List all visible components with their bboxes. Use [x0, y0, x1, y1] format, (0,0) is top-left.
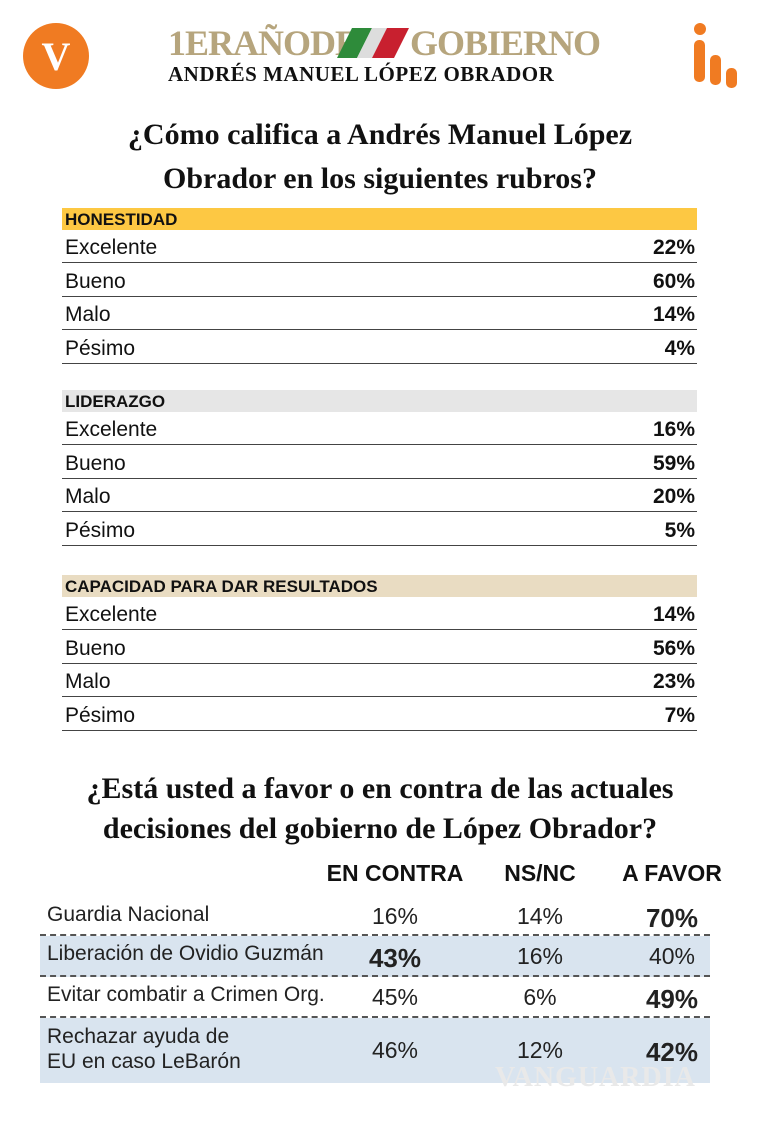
- header-title-left: 1ERAÑODE: [168, 23, 359, 63]
- rating-row: Bueno 56%: [62, 631, 697, 664]
- rating-row: Bueno 59%: [62, 446, 697, 479]
- decision-row: Guardia Nacional 16% 14% 70%: [40, 897, 710, 936]
- rating-label: Bueno: [65, 636, 126, 660]
- watermark: VANGUARDIA: [495, 1062, 696, 1093]
- rating-value: 16%: [652, 418, 695, 441]
- rating-row: Pésimo 7%: [62, 698, 697, 731]
- rating-row: Bueno 60%: [62, 264, 697, 297]
- decision-label: Evitar combatir a Crimen Org.: [47, 982, 325, 1007]
- decision-value: 14%: [516, 902, 564, 929]
- rating-label: Pésimo: [65, 336, 136, 360]
- column-header: A FAVOR: [622, 860, 722, 886]
- rating-label: Excelente: [65, 603, 158, 626]
- rating-value: 20%: [652, 485, 695, 508]
- decision-value: 45%: [371, 983, 419, 1010]
- flag-stripes: [337, 28, 409, 58]
- rating-value: 14%: [652, 303, 695, 326]
- decision-value: 46%: [371, 1036, 419, 1063]
- rating-row: Pésimo 5%: [62, 513, 697, 546]
- rating-value: 14%: [652, 603, 695, 626]
- label-line: EU en caso LeBarón: [47, 1050, 241, 1073]
- label-line: Guardia Nacional: [47, 903, 210, 926]
- decision-row: Evitar combatir a Crimen Org. 45% 6% 49%: [40, 977, 710, 1018]
- rating-label: Malo: [65, 303, 111, 326]
- rating-row: Malo 20%: [62, 479, 697, 512]
- rating-value: 60%: [652, 269, 695, 293]
- question-line: decisiones del gobierno de López Obrador…: [102, 812, 658, 845]
- question-line: ¿Está usted a favor o en contra de las a…: [86, 772, 674, 805]
- decision-value: 6%: [523, 983, 557, 1010]
- decision-row: Liberación de Ovidio Guzmán 43% 16% 40%: [40, 936, 710, 977]
- logo-letter: V: [42, 34, 71, 79]
- rating-value: 22%: [652, 236, 695, 259]
- rating-row: Malo 23%: [62, 664, 697, 697]
- decision-value: 43%: [368, 942, 422, 973]
- decision-label: Liberación de Ovidio Guzmán: [47, 941, 324, 966]
- rating-value: 7%: [664, 703, 695, 727]
- decision-label: Rechazar ayuda de EU en caso LeBarón: [47, 1024, 241, 1074]
- rating-value: 23%: [652, 670, 695, 693]
- rating-label: Pésimo: [65, 518, 136, 542]
- rating-label: Excelente: [65, 418, 158, 441]
- column-header: EN CONTRA: [326, 860, 464, 886]
- rating-label: Pésimo: [65, 703, 136, 727]
- rating-value: 5%: [664, 518, 695, 542]
- rating-value: 59%: [652, 451, 695, 475]
- rating-row: Excelente 16%: [62, 412, 697, 445]
- group-heading: CAPACIDAD PARA DAR RESULTADOS: [62, 575, 697, 597]
- brand-icon: [694, 23, 737, 88]
- decision-value: 49%: [645, 983, 699, 1014]
- question-line: Obrador en los siguientes rubros?: [163, 162, 597, 195]
- rating-row: Pésimo 4%: [62, 331, 697, 364]
- rating-label: Bueno: [65, 269, 126, 293]
- label-line: Liberación de Ovidio Guzmán: [47, 942, 324, 965]
- logo: V: [23, 23, 89, 89]
- column-header: NS/NC: [504, 860, 576, 886]
- decision-row: Rechazar ayuda de EU en caso LeBarón 46% 12…: [40, 1018, 710, 1083]
- header-title-right: GOBIERNO: [410, 23, 601, 63]
- rating-row: Excelente 22%: [62, 230, 697, 263]
- decision-value: 12%: [516, 1036, 564, 1063]
- decision-value: 16%: [371, 902, 419, 929]
- rating-label: Excelente: [65, 236, 158, 259]
- decision-value: 40%: [648, 942, 696, 969]
- group-heading: HONESTIDAD: [62, 208, 697, 230]
- header-subtitle: ANDRÉS MANUEL LÓPEZ OBRADOR: [168, 62, 555, 86]
- rating-label: Bueno: [65, 451, 126, 475]
- rating-row: Malo 14%: [62, 297, 697, 330]
- label-line: Evitar combatir a Crimen Org.: [47, 983, 325, 1006]
- rating-value: 4%: [664, 336, 695, 360]
- rating-value: 56%: [652, 636, 695, 660]
- rating-label: Malo: [65, 485, 111, 508]
- label-line: Rechazar ayuda de: [47, 1025, 230, 1048]
- decision-label: Guardia Nacional: [47, 902, 209, 927]
- question-line: ¿Cómo califica a Andrés Manuel López: [127, 118, 633, 151]
- rating-label: Malo: [65, 670, 111, 693]
- decision-value: 16%: [516, 942, 564, 969]
- rating-row: Excelente 14%: [62, 597, 697, 630]
- decision-value: 42%: [645, 1036, 699, 1067]
- decision-value: 70%: [645, 902, 699, 933]
- group-heading: LIDERAZGO: [62, 390, 697, 412]
